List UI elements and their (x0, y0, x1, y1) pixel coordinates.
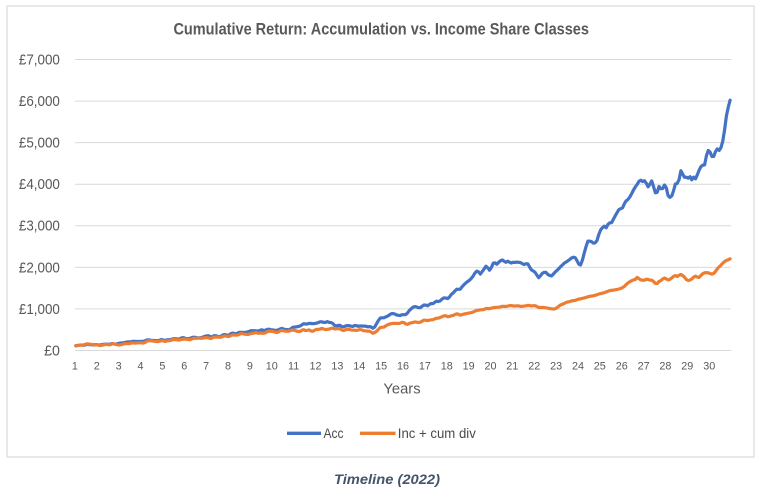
svg-text:7: 7 (203, 361, 209, 373)
svg-text:£5,000: £5,000 (19, 136, 60, 152)
svg-text:10: 10 (266, 361, 278, 373)
svg-text:1: 1 (72, 361, 78, 373)
svg-text:28: 28 (659, 361, 671, 373)
svg-text:Inc + cum div: Inc + cum div (398, 426, 476, 441)
svg-text:15: 15 (375, 361, 387, 373)
svg-text:16: 16 (397, 361, 409, 373)
svg-text:£7,000: £7,000 (19, 52, 60, 68)
svg-text:Cumulative Return: Accumulatio: Cumulative Return: Accumulation vs. Inco… (173, 20, 589, 39)
svg-text:17: 17 (419, 361, 431, 373)
svg-text:£3,000: £3,000 (19, 219, 60, 235)
svg-text:14: 14 (353, 361, 365, 373)
svg-text:3: 3 (116, 361, 122, 373)
svg-text:5: 5 (159, 361, 165, 373)
svg-text:£4,000: £4,000 (19, 177, 60, 193)
svg-text:Timeline (2022): Timeline (2022) (334, 471, 440, 487)
svg-text:4: 4 (137, 361, 143, 373)
svg-text:25: 25 (594, 361, 606, 373)
svg-text:2: 2 (94, 361, 100, 373)
svg-text:9: 9 (247, 361, 253, 373)
svg-text:19: 19 (463, 361, 475, 373)
svg-text:Acc: Acc (324, 426, 344, 441)
svg-text:27: 27 (638, 361, 650, 373)
svg-text:24: 24 (572, 361, 584, 373)
svg-text:29: 29 (681, 361, 693, 373)
svg-text:£2,000: £2,000 (19, 260, 60, 276)
svg-text:£0: £0 (44, 343, 60, 359)
svg-text:20: 20 (484, 361, 496, 373)
svg-text:30: 30 (703, 361, 715, 373)
svg-text:11: 11 (288, 361, 299, 373)
svg-text:26: 26 (616, 361, 628, 373)
svg-text:£1,000: £1,000 (19, 302, 60, 318)
svg-text:6: 6 (181, 361, 187, 373)
svg-text:12: 12 (309, 361, 321, 373)
svg-text:£6,000: £6,000 (19, 94, 60, 110)
svg-text:18: 18 (441, 361, 453, 373)
svg-text:23: 23 (550, 361, 562, 373)
svg-text:22: 22 (528, 361, 540, 373)
svg-text:Years: Years (383, 381, 420, 397)
svg-text:8: 8 (225, 361, 231, 373)
svg-text:21: 21 (506, 361, 518, 373)
svg-text:13: 13 (331, 361, 343, 373)
